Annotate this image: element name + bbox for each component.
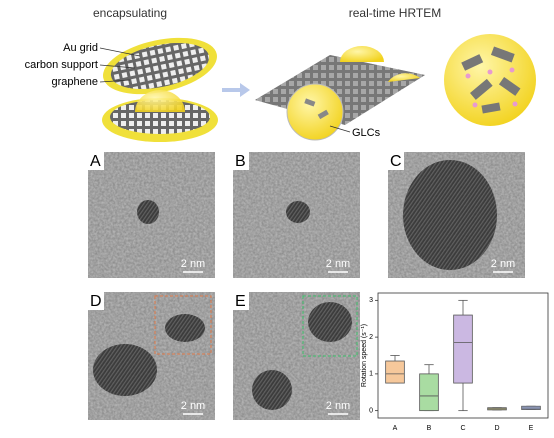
y-tick-label: 3 xyxy=(369,297,373,304)
x-tick-label: B xyxy=(427,425,432,432)
box-chart: 0 1 2 3 Rotation speed (s⁻¹) A B C D E xyxy=(361,292,549,432)
liquid-drop xyxy=(135,90,185,112)
panel-label-bg xyxy=(233,152,249,170)
plot-frame xyxy=(377,292,549,419)
panel-label: A xyxy=(90,153,101,170)
panel-label-bg xyxy=(88,152,104,170)
schematic-label: graphene xyxy=(52,76,99,88)
highlight-box xyxy=(154,295,212,355)
schematic-label: carbon support xyxy=(25,59,98,71)
panel-label: B xyxy=(235,153,246,170)
x-tick-label: C xyxy=(460,425,465,432)
pointer xyxy=(99,79,131,83)
panel-label-bg xyxy=(388,152,404,170)
carbon-support xyxy=(110,100,210,134)
box xyxy=(419,373,439,412)
panel-label-bg xyxy=(233,292,249,310)
y-tick-label: 2 xyxy=(369,334,373,341)
tem-panels: A 2 nm B 2 nm C 2 nm D 2 nm E 2 nm xyxy=(88,152,525,420)
pointer xyxy=(99,64,136,69)
pointer xyxy=(329,125,351,133)
nanoparticle xyxy=(165,314,205,342)
scale-label: 2 nm xyxy=(181,258,205,270)
y-axis-label: Rotation speed (s⁻¹) xyxy=(361,324,368,387)
panel-label: C xyxy=(390,153,402,170)
carbon-support xyxy=(110,42,210,90)
pointer xyxy=(99,47,141,57)
schematic-title: real-time HRTEM xyxy=(349,6,441,20)
glc-zoom xyxy=(286,83,344,141)
panel-label: D xyxy=(90,293,102,310)
highlight-box xyxy=(302,295,358,357)
particles xyxy=(461,46,521,114)
arrow xyxy=(222,83,250,97)
schematic-title: encapsulating xyxy=(93,6,167,20)
glc xyxy=(340,46,384,62)
x-tick-label: D xyxy=(494,425,499,432)
y-tick-label: 0 xyxy=(369,407,373,414)
particle xyxy=(317,109,329,120)
dots xyxy=(465,67,518,108)
schematic-label: Au grid xyxy=(63,42,98,54)
scale-label: 2 nm xyxy=(326,258,350,270)
nanoparticle xyxy=(137,200,159,224)
box xyxy=(453,314,473,384)
nanoparticle xyxy=(286,201,310,223)
x-tick-label: E xyxy=(529,425,534,432)
nanoparticle xyxy=(252,370,292,410)
box xyxy=(385,360,405,384)
particle xyxy=(304,98,316,107)
nanoparticle xyxy=(93,344,157,396)
scale-label: 2 nm xyxy=(326,400,350,412)
y-tick-label: 1 xyxy=(369,371,373,378)
nanoparticle xyxy=(403,160,497,270)
x-tick-label: A xyxy=(393,425,398,432)
panel-label: E xyxy=(235,293,246,310)
glc xyxy=(388,73,420,82)
panel-label-bg xyxy=(88,292,104,310)
scale-label: 2 nm xyxy=(491,258,515,270)
nanoparticle xyxy=(308,302,352,342)
schematic-label: GLCs xyxy=(352,127,381,139)
scale-label: 2 nm xyxy=(181,400,205,412)
